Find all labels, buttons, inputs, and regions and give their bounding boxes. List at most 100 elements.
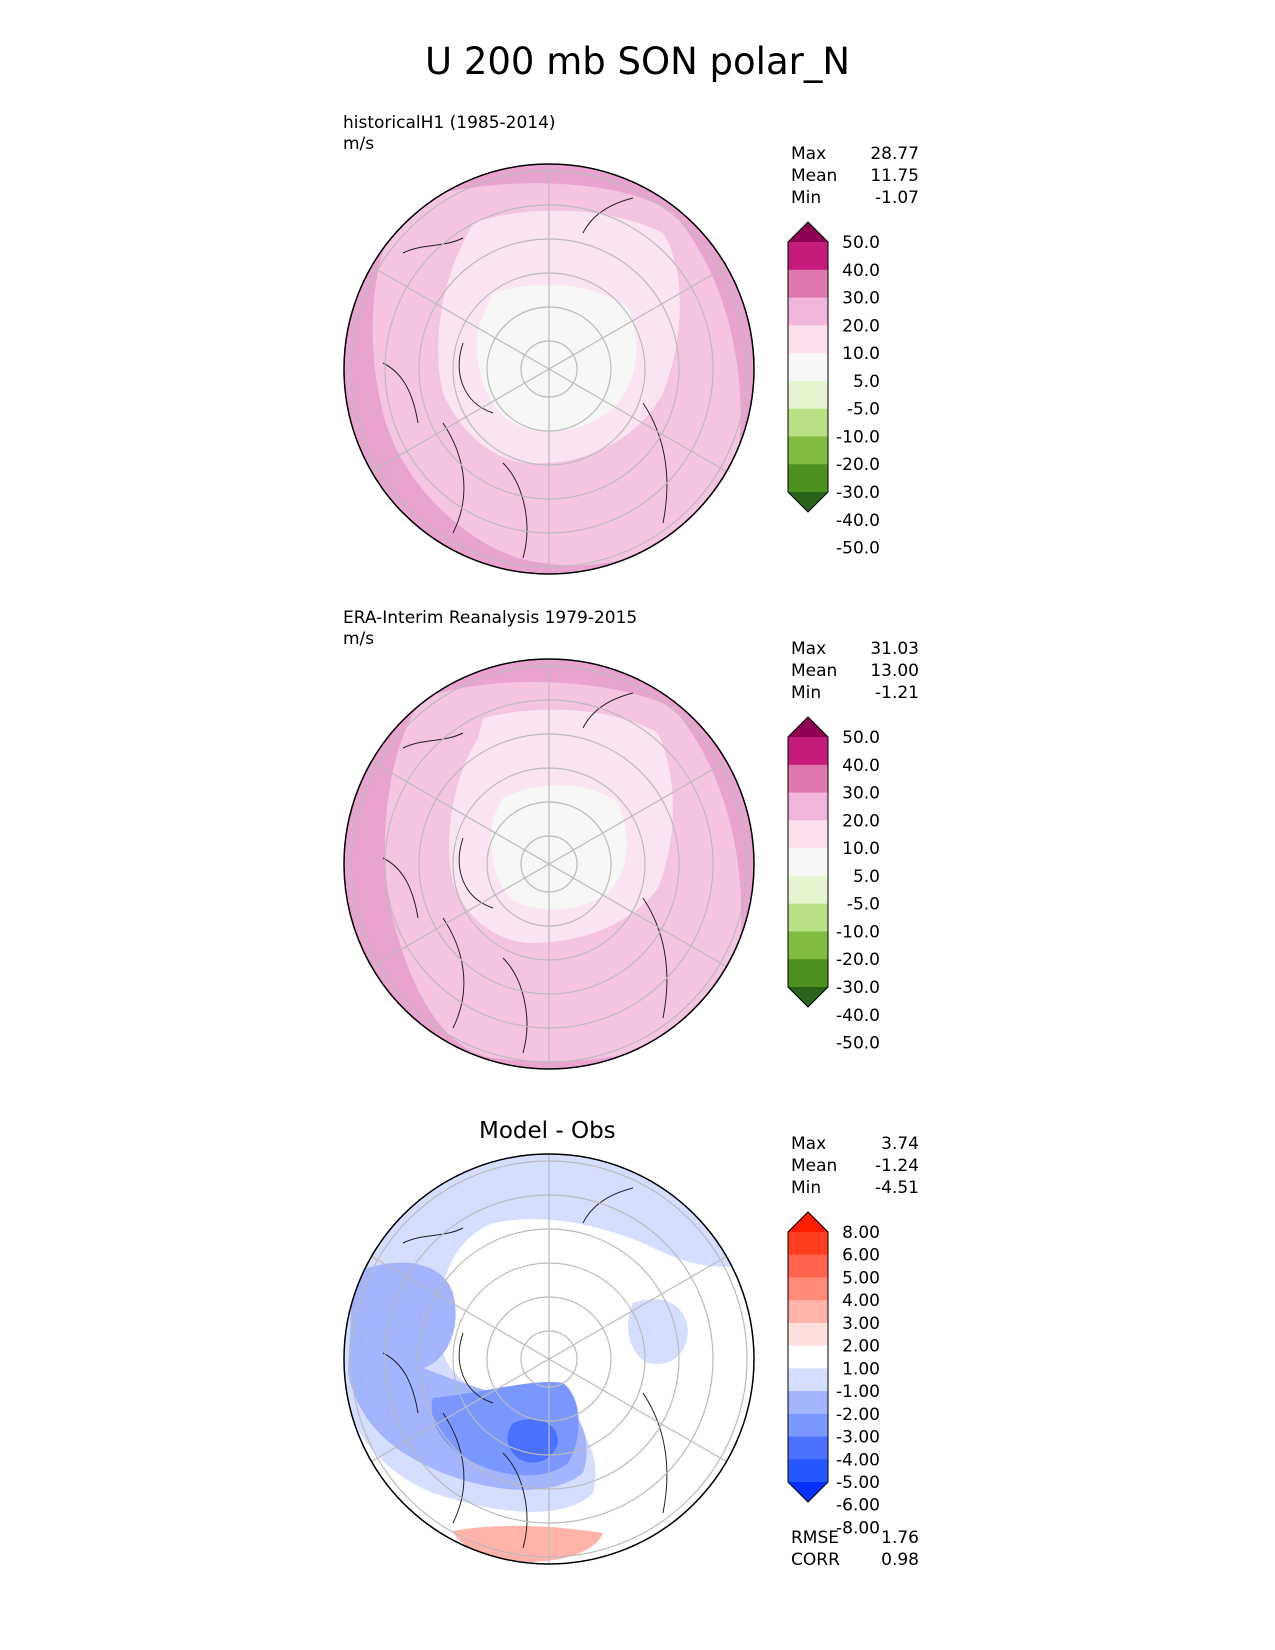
colorbar-outline [787,221,829,513]
metric-label: RMSE [791,1528,840,1548]
colorbar-swatch [788,848,828,877]
stat-min-value: -4.51 [875,1178,919,1198]
map-boundary [343,658,755,1070]
colorbar-tick-label: -20.0 [836,950,880,970]
colorbar-swatch [788,492,828,512]
colorbar-swatch [788,1212,828,1232]
colorbar-swatch [788,269,828,299]
colorbar-tick-label: 50.0 [842,728,880,748]
field-minus-1-2-east [628,1299,688,1364]
panel-1-units: m/s [343,134,375,154]
map-boundary [343,163,755,575]
colorbar-tick-label: -40.0 [836,1006,880,1026]
stat-label: Min [791,188,822,208]
colorbar-swatch [788,222,828,242]
colorbar-swatch [788,1482,828,1502]
colorbar-swatch [788,1436,828,1460]
colorbar-tick-label: -30.0 [836,978,880,998]
colorbar-tick-label: 4.00 [842,1291,880,1311]
panel-3-metrics: RMSE 1.76 CORR 0.98 [791,1527,919,1571]
panel-2-stats: Max 31.03 Mean 13.00 Min -1.21 [791,638,919,704]
colorbar-swatch [788,242,828,271]
colorbar-tick-label: -5.0 [847,895,880,915]
colorbar-swatch [788,959,828,988]
colorbar-swatch [788,1459,828,1483]
panel-2-title: ERA-Interim Reanalysis 1979-2015 m/s [343,608,637,650]
land-outline [382,197,668,559]
colorbar-tick-label: -20.0 [836,455,880,475]
colorbar-swatch [788,792,828,821]
colorbar-tick-label: 8.00 [842,1223,880,1243]
stat-max-value: 28.77 [870,144,919,164]
stat-min-value: -1.07 [875,188,919,208]
colorbar-swatch [788,436,828,465]
figure-title: U 200 mb SON polar_N [424,40,851,83]
corr-value: 0.98 [881,1550,919,1570]
colorbar-swatch [788,1413,828,1438]
stat-label: Max [791,639,827,659]
colorbar-tick-label: 2.00 [842,1337,880,1357]
panel-1-colorbar: 50.0 40.0 30.0 20.0 10.0 5.0 -5.0 -10.0 -20.0 -30… [787,221,880,559]
field-plus-1-3 [453,1525,603,1563]
colorbar-tick-label: 5.0 [853,372,880,392]
panel-2-units: m/s [343,629,375,649]
colorbar-tick-label: 20.0 [842,811,880,831]
panel-1-polar-map [343,163,755,575]
colorbar-swatch [788,875,828,905]
colorbar-swatch [788,1391,828,1415]
colorbar-tick-label: -3.00 [836,1428,880,1448]
graticule [350,164,748,574]
panel-3-stats: Max 3.74 Mean -1.24 Min -4.51 [791,1133,919,1199]
graticule [350,1154,748,1564]
colorbar-tick-label: 5.0 [853,867,880,887]
panel-2-case-name: ERA-Interim Reanalysis 1979-2015 [343,608,638,628]
graticule [350,659,748,1069]
colorbar-swatch [788,931,828,960]
colorbar-swatch [788,1368,828,1392]
colorbar-tick-label: -30.0 [836,483,880,503]
stat-label: Max [791,1134,827,1154]
colorbar-swatch [788,1232,828,1256]
colorbar-swatch [788,325,828,354]
colorbar-tick-label: -8.00 [836,1518,880,1538]
stat-label: Mean [791,1156,838,1176]
colorbar-swatch [788,820,828,849]
colorbar-tick-label: 1.00 [842,1359,880,1379]
stat-label: Min [791,683,822,703]
colorbar-tick-label: 30.0 [842,784,880,804]
stat-min-value: -1.21 [875,683,919,703]
colorbar-tick-label: 20.0 [842,316,880,336]
colorbar-tick-label: 40.0 [842,756,880,776]
colorbar-tick-label: -40.0 [836,511,880,531]
colorbar-swatch [788,1345,828,1369]
colorbar-swatch [788,717,828,737]
colorbar-swatch [788,1277,828,1301]
colorbar-swatch [788,353,828,382]
colorbar-tick-label: 30.0 [842,289,880,309]
stat-label: Max [791,144,827,164]
colorbar-swatch [788,737,828,766]
panel-3-title: Model - Obs [479,1118,616,1144]
stat-mean-value: 11.75 [870,166,919,186]
colorbar-swatch [788,408,828,437]
colorbar-tick-label: 3.00 [842,1314,880,1334]
colorbar-swatch [788,1322,828,1347]
colorbar-swatch [788,1254,828,1278]
panel-2-polar-map [343,658,755,1070]
panel-1-stats: Max 28.77 Mean 11.75 Min -1.07 [791,143,919,209]
stat-label: Mean [791,661,838,681]
land-outline [382,1187,668,1549]
colorbar-tick-label: 10.0 [842,344,880,364]
colorbar-swatch [788,1300,828,1324]
colorbar-swatch [788,297,828,326]
colorbar-swatch [788,464,828,493]
colorbar-swatch [788,380,828,410]
colorbar-tick-label: 10.0 [842,839,880,859]
stat-mean-value: -1.24 [875,1156,919,1176]
colorbar-tick-label: -6.00 [836,1496,880,1516]
stat-mean-value: 13.00 [870,661,919,681]
panel-1-title: historicalH1 (1985-2014) m/s [343,113,556,155]
colorbar-swatch [788,987,828,1007]
colorbar-tick-label: -4.00 [836,1450,880,1470]
panel-1-case-name: historicalH1 (1985-2014) [343,113,556,133]
